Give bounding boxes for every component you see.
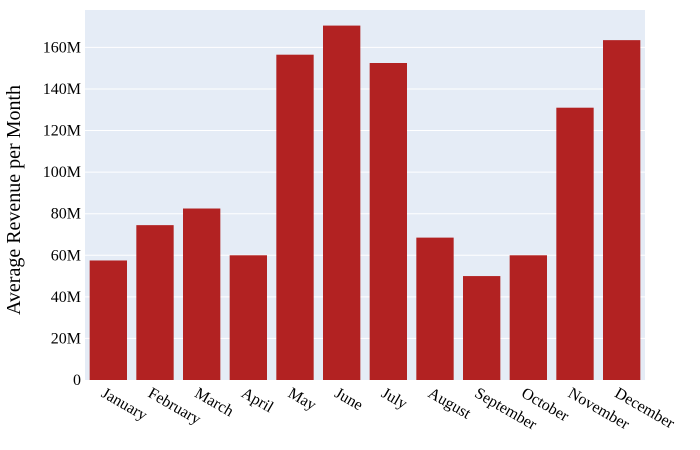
bars bbox=[89, 25, 641, 381]
plot-area bbox=[85, 10, 645, 380]
bar-november bbox=[556, 107, 594, 381]
y-tick-label: 60M bbox=[51, 247, 81, 264]
x-tick-label: February bbox=[145, 385, 204, 429]
y-tick-label: 0 bbox=[73, 372, 81, 389]
x-tick-label: June bbox=[332, 385, 366, 414]
y-axis-title: Average Revenue per Month bbox=[3, 85, 25, 315]
bar-may bbox=[276, 54, 314, 380]
bar-august bbox=[416, 237, 454, 380]
x-tick-label: January bbox=[98, 385, 150, 425]
bar-september bbox=[463, 276, 501, 380]
gridlines bbox=[85, 46, 645, 339]
y-tick-label: 20M bbox=[51, 330, 81, 347]
y-tick-label: 160M bbox=[43, 39, 81, 56]
y-axis-ticks: 0 20M 40M 60M 80M 100M 120M 140M 160M bbox=[43, 39, 81, 389]
x-tick-label: August bbox=[425, 385, 474, 423]
bar-april bbox=[229, 255, 267, 380]
x-tick-label: May bbox=[285, 385, 319, 414]
y-tick-label: 40M bbox=[51, 289, 81, 306]
bar-july bbox=[369, 63, 407, 381]
bar-october bbox=[509, 255, 547, 380]
y-tick-label: 100M bbox=[43, 164, 81, 181]
y-tick-label: 120M bbox=[43, 123, 81, 140]
bar-june bbox=[323, 25, 361, 381]
x-tick-label: July bbox=[378, 385, 410, 413]
x-tick-label: April bbox=[238, 385, 276, 417]
bar-march bbox=[183, 208, 221, 380]
bar-january bbox=[89, 260, 127, 380]
y-tick-label: 80M bbox=[51, 206, 81, 223]
bar-february bbox=[136, 225, 174, 380]
y-tick-label: 140M bbox=[43, 81, 81, 98]
bar-december bbox=[603, 40, 641, 381]
